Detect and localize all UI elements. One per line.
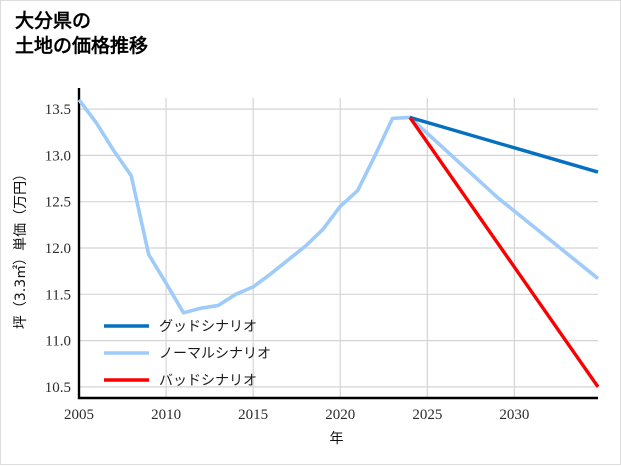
- legend-label: ノーマルシナリオ: [159, 346, 271, 362]
- y-axis-tick-label: 12.5: [45, 195, 71, 211]
- y-axis-tick-label: 10.5: [45, 380, 71, 396]
- x-axis-tick-label: 2020: [325, 407, 355, 423]
- y-axis-tick-label: 13.0: [45, 148, 71, 164]
- x-axis-tick-label: 2015: [238, 407, 268, 423]
- x-axis-tick-label: 2025: [412, 407, 442, 423]
- series-line-normal: [77, 98, 600, 315]
- y-axis-title: 坪（3.3㎡）単価（万円）: [13, 167, 29, 329]
- y-axis-tick-label: 12.0: [45, 241, 71, 257]
- legend-label: グッドシナリオ: [159, 319, 257, 335]
- series-line-good: [409, 115, 599, 174]
- x-axis-tick-label: 2005: [64, 407, 94, 423]
- x-axis-tick-label: 2010: [151, 407, 181, 423]
- y-axis-tick-label: 11.0: [45, 334, 71, 350]
- series-line-bad: [408, 116, 600, 388]
- x-axis-title: 年: [330, 431, 344, 447]
- legend-label: バッドシナリオ: [159, 373, 257, 389]
- axis-spines: [77, 88, 598, 400]
- y-axis-tick-label: 11.5: [45, 287, 71, 303]
- page-title: 大分県の 土地の価格推移: [15, 11, 149, 58]
- x-axis-tick-label: 2030: [499, 407, 529, 423]
- y-axis-tick-label: 13.5: [45, 102, 71, 118]
